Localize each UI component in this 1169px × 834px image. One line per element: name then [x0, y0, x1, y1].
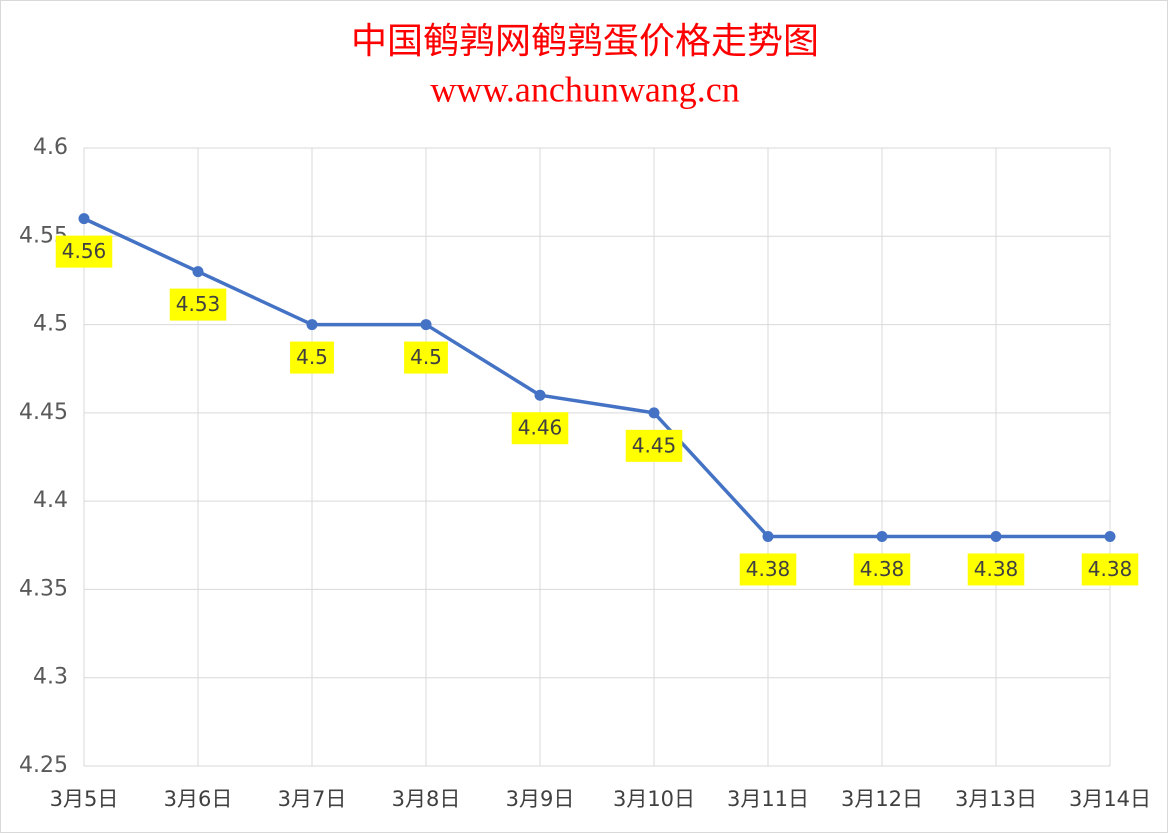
chart-title: 中国鹌鹑网鹌鹑蛋价格走势图: [351, 21, 819, 62]
x-tick-label: 3月11日: [727, 787, 809, 811]
x-tick-label: 3月12日: [841, 787, 923, 811]
data-label: 4.5: [410, 345, 442, 369]
data-label-bg: [290, 341, 334, 374]
point: [648, 407, 660, 419]
point: [534, 389, 546, 401]
point: [192, 266, 204, 278]
y-tick-label: 4.45: [19, 400, 68, 425]
data-label: 4.38: [746, 557, 791, 581]
point: [990, 530, 1002, 542]
data-label-bg: [169, 288, 227, 321]
data-label-bg: [625, 429, 683, 462]
data-label-bg: [967, 553, 1025, 586]
y-tick-label: 4.6: [33, 135, 68, 160]
data-label-bg: [739, 553, 797, 586]
point: [78, 213, 90, 225]
x-tick-label: 3月5日: [50, 787, 119, 811]
data-label-bg: [511, 412, 569, 445]
point: [762, 530, 774, 542]
y-tick-label: 4.5: [33, 312, 68, 337]
point: [306, 319, 318, 331]
x-tick-label: 3月9日: [506, 787, 575, 811]
chart-subtitle: www.anchunwang.cn: [430, 69, 740, 109]
data-label: 4.38: [974, 557, 1019, 581]
y-tick-label: 4.35: [19, 576, 68, 601]
y-tick-label: 4.25: [19, 753, 68, 778]
point: [1104, 530, 1116, 542]
data-label-bg: [853, 553, 911, 586]
data-label: 4.45: [632, 433, 677, 457]
data-label: 4.38: [1088, 557, 1133, 581]
data-label-bg: [55, 235, 113, 268]
data-label: 4.5: [296, 345, 328, 369]
x-tick-label: 3月14日: [1069, 787, 1151, 811]
data-label-bg: [1081, 553, 1139, 586]
point: [876, 530, 888, 542]
line: [83, 217, 1110, 539]
x-tick-label: 3月13日: [955, 787, 1037, 811]
data-label: 4.56: [62, 239, 107, 263]
x-tick-label: 3月6日: [164, 787, 233, 811]
y-tick-label: 4.3: [33, 665, 68, 690]
data-label: 4.38: [860, 557, 905, 581]
x-tick-label: 3月10日: [613, 787, 695, 811]
x-tick-label: 3月7日: [278, 787, 347, 811]
point: [420, 319, 432, 331]
y-tick-label: 4.4: [33, 488, 68, 513]
data-label: 4.46: [518, 416, 563, 440]
data-label: 4.53: [176, 292, 221, 316]
data-label-bg: [404, 341, 448, 374]
x-tick-label: 3月8日: [392, 787, 461, 811]
